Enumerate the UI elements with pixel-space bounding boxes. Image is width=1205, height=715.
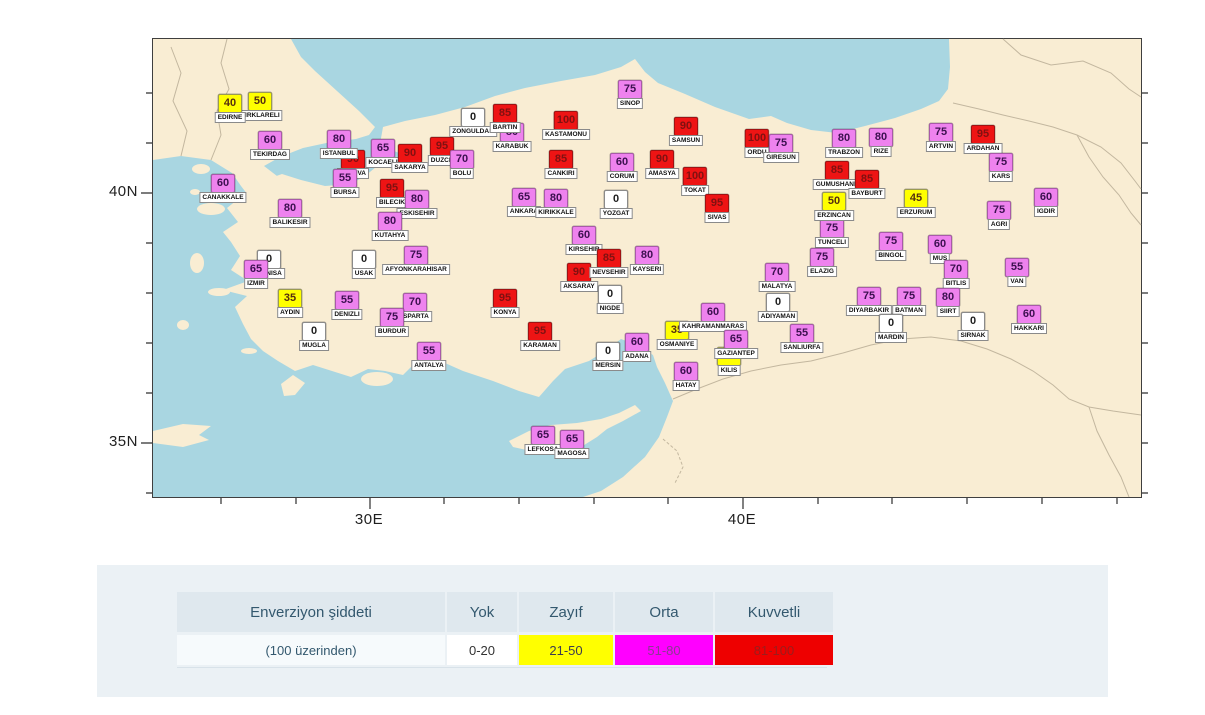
legend-value-row: (100 üzerinden) 0-20 21-50 51-80 81-100 (177, 635, 833, 665)
legend-range-kuvvetli: 81-100 (715, 635, 833, 665)
aegean-islands (177, 164, 393, 396)
legend-row-label: (100 üzerinden) (177, 635, 445, 665)
legend-header-title: Enverziyon şiddeti (177, 592, 445, 632)
legend-header-row: Enverziyon şiddeti Yok Zayıf Orta Kuvvet… (177, 592, 833, 632)
lon-label-40e: 40E (727, 511, 757, 528)
lat-label-40n: 40N (108, 183, 138, 200)
legend-range-orta: 51-80 (615, 635, 713, 665)
legend-header-orta: Orta (615, 592, 713, 632)
legend-range-zayif: 21-50 (519, 635, 613, 665)
axis-ticks (141, 92, 1148, 509)
legend-header-zayif: Zayıf (519, 592, 613, 632)
legend-header-kuvvetli: Kuvvetli (715, 592, 833, 632)
legend-panel: Enverziyon şiddeti Yok Zayıf Orta Kuvvet… (97, 565, 1108, 697)
lat-label-35n: 35N (108, 433, 138, 450)
turkey-inversion-map (141, 38, 1148, 509)
legend-header-yok: Yok (447, 592, 517, 632)
legend-divider (177, 667, 827, 668)
country-borders (170, 38, 1142, 498)
crete-island (153, 424, 211, 447)
legend-table: Enverziyon şiddeti Yok Zayıf Orta Kuvvet… (177, 592, 833, 668)
legend-range-yok: 0-20 (447, 635, 517, 665)
basemap-svg (141, 38, 1148, 509)
lon-label-30e: 30E (354, 511, 384, 528)
